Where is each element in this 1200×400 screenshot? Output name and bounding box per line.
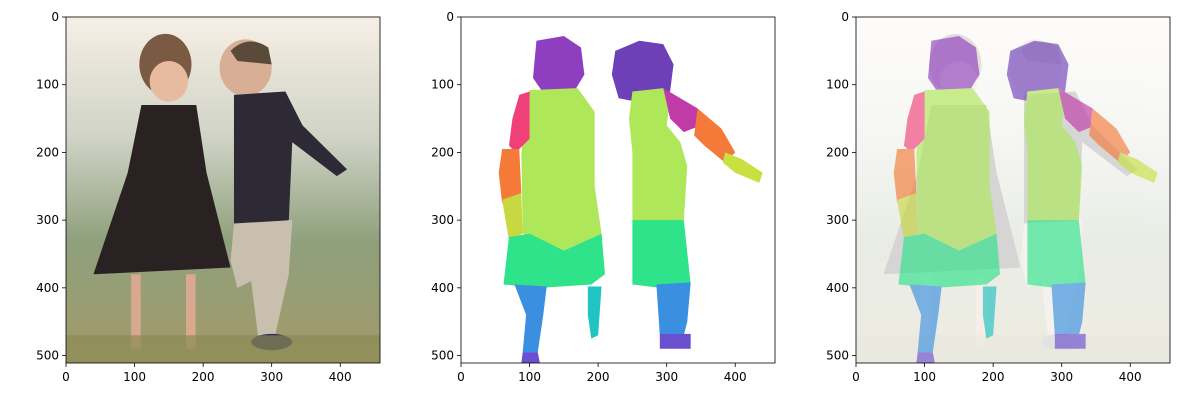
y-tick-label: 300 bbox=[826, 213, 849, 227]
x-tick-label: 400 bbox=[724, 370, 747, 384]
x-tick-label: 0 bbox=[62, 370, 70, 384]
axes-frame bbox=[65, 16, 381, 364]
y-tick-label: 500 bbox=[36, 349, 59, 363]
y-tick-label: 0 bbox=[51, 10, 59, 24]
x-tick-label: 200 bbox=[192, 370, 215, 384]
photo-image bbox=[66, 17, 381, 363]
y-tick-label: 0 bbox=[841, 10, 849, 24]
x-tick-label: 0 bbox=[457, 370, 465, 384]
y-tick-label: 500 bbox=[826, 349, 849, 363]
x-tick-label: 300 bbox=[1050, 370, 1073, 384]
x-tick-label: 100 bbox=[123, 370, 146, 384]
y-tick-label: 100 bbox=[431, 78, 454, 92]
x-tick-label: 0 bbox=[852, 370, 860, 384]
x-tick-label: 100 bbox=[913, 370, 936, 384]
x-tick-label: 200 bbox=[587, 370, 610, 384]
y-tick-label: 400 bbox=[36, 281, 59, 295]
axes-frame bbox=[855, 16, 1171, 364]
y-tick-label: 400 bbox=[826, 281, 849, 295]
segmentation-image bbox=[498, 35, 763, 363]
axes-frame bbox=[460, 16, 776, 364]
y-tick-label: 300 bbox=[36, 213, 59, 227]
y-tick-label: 100 bbox=[826, 78, 849, 92]
x-tick-label: 400 bbox=[329, 370, 352, 384]
y-tick-label: 0 bbox=[446, 10, 454, 24]
x-tick-label: 200 bbox=[982, 370, 1005, 384]
y-tick-label: 200 bbox=[431, 145, 454, 159]
y-tick-label: 400 bbox=[431, 281, 454, 295]
y-tick-label: 200 bbox=[36, 145, 59, 159]
y-tick-label: 500 bbox=[431, 349, 454, 363]
x-tick-label: 300 bbox=[260, 370, 283, 384]
overlay-image bbox=[856, 17, 1171, 363]
y-tick-label: 300 bbox=[431, 213, 454, 227]
y-tick-label: 100 bbox=[36, 78, 59, 92]
x-tick-label: 400 bbox=[1119, 370, 1142, 384]
x-tick-label: 100 bbox=[518, 370, 541, 384]
y-tick-label: 200 bbox=[826, 145, 849, 159]
x-tick-label: 300 bbox=[655, 370, 678, 384]
